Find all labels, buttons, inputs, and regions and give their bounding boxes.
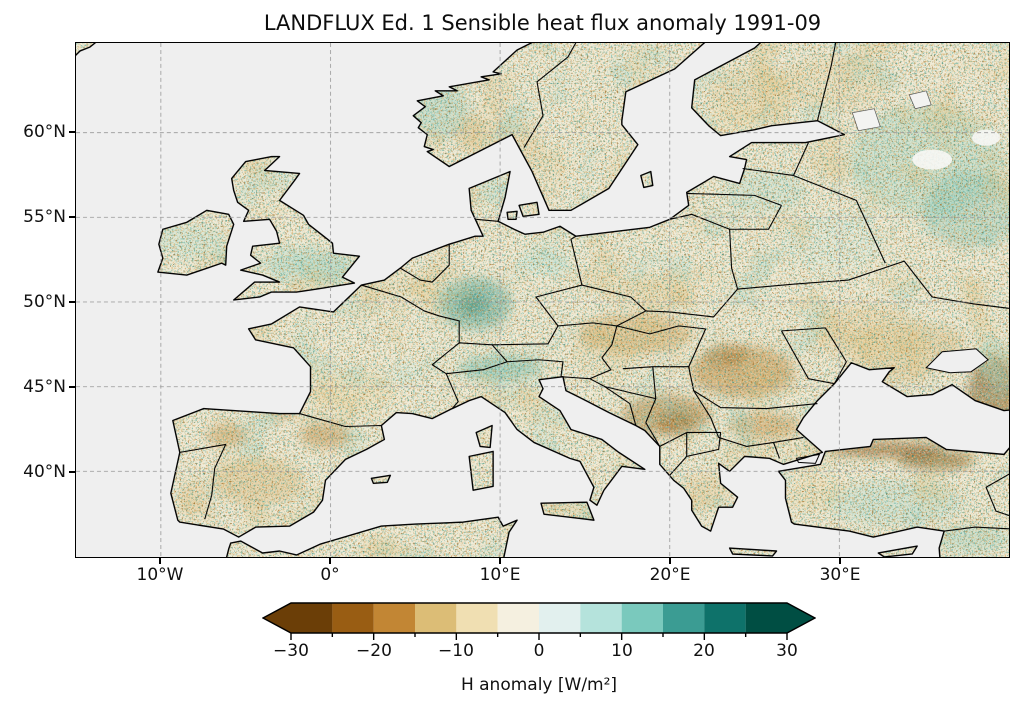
no-data-patch: [912, 149, 953, 170]
y-tick-mark: [69, 386, 75, 388]
x-tick-label-10w: 10°W: [136, 565, 184, 585]
inland-seas: [795, 90, 1001, 464]
y-tick-label-50n: 50°N: [23, 292, 66, 312]
colorbar-extend-left: [263, 603, 291, 633]
colorbar-extend-right: [787, 603, 815, 633]
colorbar-segment: [373, 603, 416, 633]
x-tick-label-10e: 10°E: [479, 565, 521, 585]
x-tick-mark: [329, 558, 331, 564]
lake-onega: [908, 90, 932, 110]
country-borders: [179, 43, 1009, 532]
colorbar-segment: [415, 603, 457, 633]
colorbar-segment: [663, 603, 705, 633]
colorbar-segment: [456, 603, 498, 633]
x-tick-mark: [839, 558, 841, 564]
colorbar-segments: [263, 603, 815, 633]
colorbar-segment: [291, 603, 333, 633]
y-tick-mark: [69, 301, 75, 303]
map-plot-area: [75, 42, 1010, 558]
lake-ladoga: [851, 108, 881, 131]
colorbar-tick-label: 0: [533, 641, 545, 661]
y-tick-label-45n: 45°N: [23, 377, 66, 397]
colorbar-segment: [704, 603, 746, 633]
colorbar-segment: [539, 603, 581, 633]
x-tick-mark: [159, 558, 161, 564]
x-tick-label-0: 0°: [320, 565, 340, 585]
y-tick-mark: [69, 216, 75, 218]
colorbar-tick-label: 10: [611, 641, 633, 661]
x-tick-label-30e: 30°E: [819, 565, 861, 585]
colorbar-ticks: [290, 633, 788, 640]
figure-title: LANDFLUX Ed. 1 Sensible heat flux anomal…: [263, 11, 822, 35]
colorbar-segment: [332, 603, 374, 633]
y-tick-label-55n: 55°N: [23, 207, 66, 227]
colorbar-tick-label: −30: [273, 641, 309, 661]
no-data-patch: [972, 129, 1001, 146]
colorbar-segment: [580, 603, 622, 633]
x-tick-label-20e: 20°E: [649, 565, 691, 585]
colorbar-tick-label: 30: [776, 641, 798, 661]
colorbar-axis-label: H anomaly [W/m²]: [460, 675, 618, 695]
colorbar-tick-label: 20: [693, 641, 715, 661]
gridlines: [76, 43, 1009, 557]
colorbar-tick-label: −20: [356, 641, 392, 661]
colorbar-segment: [745, 603, 788, 633]
colorbar-segment: [621, 603, 664, 633]
colorbar-segment: [497, 603, 540, 633]
colorbar-tick-label: −10: [438, 641, 474, 661]
sea-of-azov: [925, 348, 989, 374]
y-tick-label-60n: 60°N: [23, 122, 66, 142]
y-tick-mark: [69, 131, 75, 133]
y-tick-mark: [69, 471, 75, 473]
colorbar: [262, 602, 816, 640]
x-tick-mark: [499, 558, 501, 564]
y-tick-label-40n: 40°N: [23, 462, 66, 482]
europe-anomaly-map: [76, 43, 1009, 557]
x-tick-mark: [669, 558, 671, 564]
